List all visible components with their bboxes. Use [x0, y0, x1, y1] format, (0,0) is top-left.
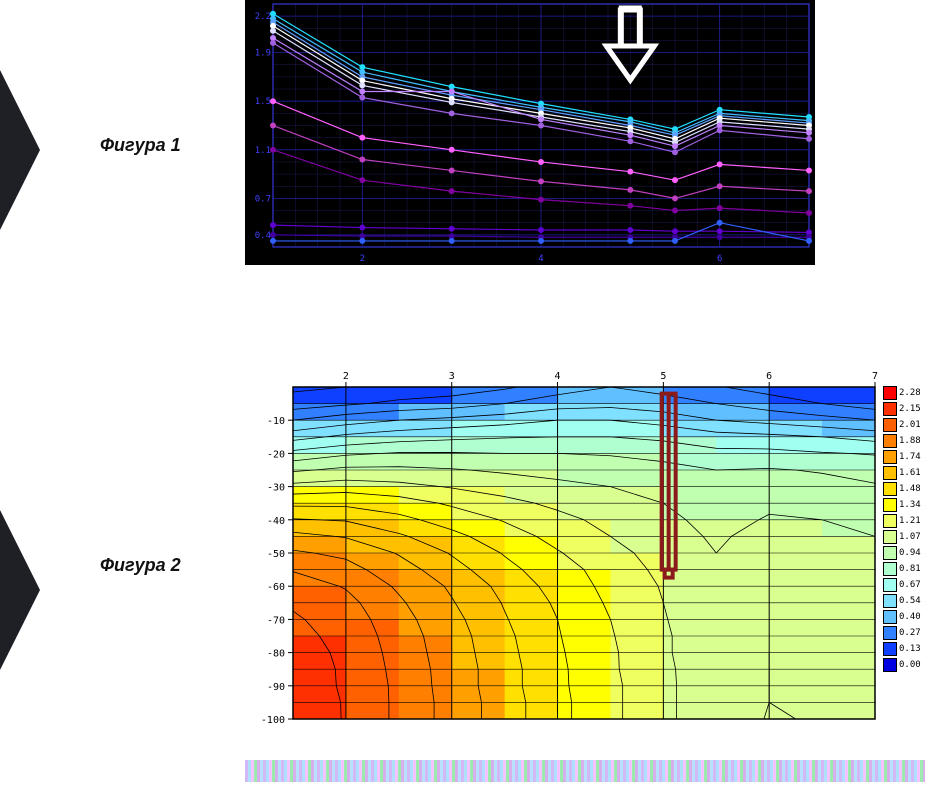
svg-text:1.1: 1.1 [255, 146, 271, 156]
svg-text:-100: -100 [261, 715, 285, 725]
legend-value: 0.40 [899, 612, 921, 622]
legend-value: 1.21 [899, 516, 921, 526]
legend-value: 0.00 [899, 660, 921, 670]
legend-item: 0.94 [883, 545, 925, 561]
svg-text:4: 4 [538, 254, 543, 264]
svg-text:5: 5 [660, 371, 666, 382]
chevron-2 [0, 500, 50, 680]
chevron-1 [0, 60, 50, 240]
svg-text:2.2: 2.2 [255, 12, 271, 22]
legend-item: 0.54 [883, 593, 925, 609]
svg-text:1.5: 1.5 [255, 97, 271, 107]
legend-value: 1.61 [899, 468, 921, 478]
legend-item: 0.00 [883, 657, 925, 673]
legend-value: 1.88 [899, 436, 921, 446]
svg-text:0.7: 0.7 [255, 194, 271, 204]
svg-text:-10: -10 [267, 416, 285, 427]
figure-2-chart: 2 3 4 5 6 7 -10 -20 -30 -40 -50 -60 -70 -80 -90 -100 2.… [245, 365, 925, 725]
svg-text:-60: -60 [267, 582, 285, 593]
legend-item: 1.21 [883, 513, 925, 529]
svg-text:-50: -50 [267, 549, 285, 560]
legend-item: 0.81 [883, 561, 925, 577]
legend-item: 0.67 [883, 577, 925, 593]
svg-text:6: 6 [766, 371, 772, 382]
svg-text:7: 7 [872, 371, 878, 382]
legend-value: 0.81 [899, 564, 921, 574]
legend-item: 1.07 [883, 529, 925, 545]
legend-value: 1.07 [899, 532, 921, 542]
noise-strip [245, 760, 925, 782]
legend-item: 0.13 [883, 641, 925, 657]
legend-item: 2.15 [883, 401, 925, 417]
svg-text:-90: -90 [267, 682, 285, 693]
svg-text:-30: -30 [267, 483, 285, 494]
legend-value: 0.54 [899, 596, 921, 606]
legend-item: 1.88 [883, 433, 925, 449]
legend-item: 1.48 [883, 481, 925, 497]
legend-item: 1.34 [883, 497, 925, 513]
figure-1-label: Фигура 1 [100, 135, 181, 156]
figure-1-chart: 0.4 0.7 1.1 1.5 1.9 2.2 2 4 6 [245, 0, 815, 265]
legend-item: 1.74 [883, 449, 925, 465]
legend-item: 0.40 [883, 609, 925, 625]
svg-text:0.4: 0.4 [255, 231, 271, 241]
legend-item: 0.27 [883, 625, 925, 641]
svg-text:-80: -80 [267, 649, 285, 660]
legend-value: 1.48 [899, 484, 921, 494]
svg-text:-40: -40 [267, 516, 285, 527]
legend-value: 2.28 [899, 388, 921, 398]
legend-item: 1.61 [883, 465, 925, 481]
legend-value: 0.27 [899, 628, 921, 638]
svg-text:2: 2 [343, 371, 349, 382]
figure-2-label: Фигура 2 [100, 555, 181, 576]
legend-value: 2.01 [899, 420, 921, 430]
svg-text:4: 4 [555, 371, 561, 382]
svg-text:6: 6 [717, 254, 722, 264]
figure-2-legend: 2.28 2.15 2.01 1.88 1.74 1.61 1.48 1.34 1.21 1.07… [883, 385, 925, 673]
legend-value: 2.15 [899, 404, 921, 414]
svg-text:-20: -20 [267, 449, 285, 460]
svg-text:1.9: 1.9 [255, 49, 271, 59]
svg-text:-70: -70 [267, 615, 285, 626]
legend-value: 0.67 [899, 580, 921, 590]
legend-value: 0.94 [899, 548, 921, 558]
legend-item: 2.28 [883, 385, 925, 401]
svg-text:3: 3 [449, 371, 455, 382]
legend-value: 1.34 [899, 500, 921, 510]
svg-text:2: 2 [360, 254, 365, 264]
legend-value: 1.74 [899, 452, 921, 462]
legend-value: 0.13 [899, 644, 921, 654]
legend-item: 2.01 [883, 417, 925, 433]
